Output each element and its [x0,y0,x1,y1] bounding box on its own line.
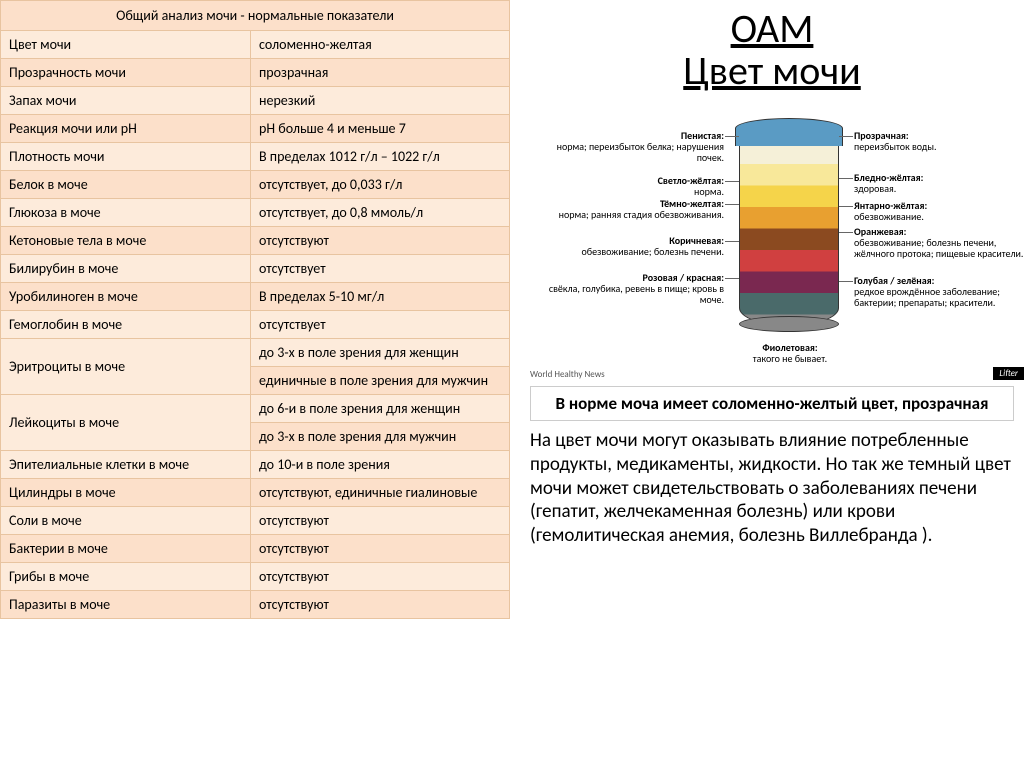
color-diagram: Пенистая:норма; переизбыток белка; наруш… [530,100,1024,380]
table-row: Грибы в мочеотсутствуют [1,563,510,591]
diagram-label: Прозрачная:переизбыток воды. [854,130,1024,152]
watermark: World Healthy News [530,369,605,380]
diagram-label: Коричневая:обезвоживание; болезнь печени… [534,235,724,257]
table-row: Билирубин в мочеотсутствует [1,255,510,283]
table-row: Лейкоциты в мочедо 6-и в поле зрения для… [1,395,510,423]
table-row: Глюкоза в мочеотсутствует, до 0,8 ммоль/… [1,199,510,227]
table-row: Соли в мочеотсутствуют [1,507,510,535]
table-header: Общий анализ мочи - нормальные показател… [1,1,510,31]
table-row: Реакция мочи или pHpH больше 4 и меньше … [1,115,510,143]
diagram-label: Розовая / красная:свёкла, голубика, реве… [534,272,724,305]
table-row: Прозрачность мочипрозрачная [1,59,510,87]
table-row: Гемоглобин в мочеотсутствует [1,311,510,339]
diagram-label-bottom: Фиолетовая:такого не бывает. [725,342,855,364]
table-row: Уробилиноген в мочеВ пределах 5-10 мг/л [1,283,510,311]
table-row: Бактерии в мочеотсутствуют [1,535,510,563]
diagram-label: Бледно-жёлтая:здоровая. [854,172,1024,194]
urine-container-icon [735,118,843,338]
description-text: На цвет мочи могут оказывать влияние пот… [530,429,1014,548]
diagram-label: Пенистая:норма; переизбыток белка; наруш… [534,130,724,163]
diagram-label: Янтарно-жёлтая:обезвоживание. [854,200,1024,222]
brand-badge: Lifter [993,367,1024,380]
table-row: Кетоновые тела в мочеотсутствуют [1,227,510,255]
table-row: Запах мочинерезкий [1,87,510,115]
table-row: Цилиндры в мочеотсутствуют, единичные ги… [1,479,510,507]
diagram-label: Оранжевая:обезвоживание; болезнь печени,… [854,226,1024,259]
table-row: Эпителиальные клетки в мочедо 10-и в пол… [1,451,510,479]
analysis-table: Общий анализ мочи - нормальные показател… [0,0,510,767]
diagram-label: Светло-жёлтая:норма. [534,175,724,197]
norm-box: В норме моча имеет соломенно-желтый цвет… [530,386,1014,421]
diagram-label: Тёмно-желтая:норма; ранняя стадия обезво… [534,198,724,220]
table-row: Эритроциты в мочедо 3-х в поле зрения дл… [1,339,510,367]
table-row: Цвет мочисоломенно-желтая [1,31,510,59]
page-title: ОАМЦвет мочи [530,8,1014,92]
table-row: Белок в мочеотсутствует, до 0,033 г/л [1,171,510,199]
diagram-label: Голубая / зелёная:редкое врождённое забо… [854,275,1024,308]
table-row: Плотность мочиВ пределах 1012 г/л – 1022… [1,143,510,171]
table-row: Паразиты в мочеотсутствуют [1,591,510,619]
